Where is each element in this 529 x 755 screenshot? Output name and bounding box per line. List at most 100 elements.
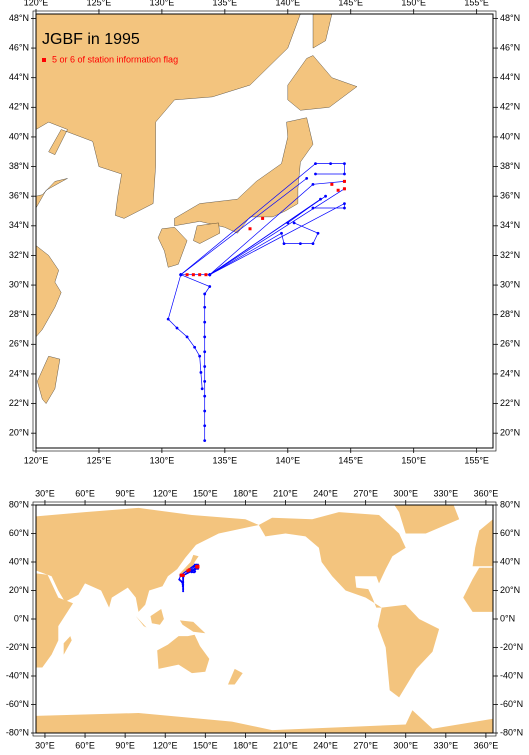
station: [203, 379, 207, 383]
land: [131, 611, 147, 628]
land: [63, 636, 72, 655]
y-tick-label: 34°N: [9, 220, 29, 230]
station: [198, 354, 202, 358]
map-frame: [35, 13, 494, 449]
station: [199, 371, 203, 374]
y-tick-label: 48°N: [9, 13, 29, 23]
y-tick-label: -60°N: [6, 699, 29, 709]
station: [316, 231, 320, 235]
land: [312, 14, 333, 49]
station: [203, 335, 207, 339]
y-tick-label: 20°N: [500, 428, 520, 438]
x-tick-label: 150°E: [193, 740, 218, 750]
x-tick-label: 360°E: [474, 740, 499, 750]
y-tick-label: 38°N: [9, 161, 29, 171]
land: [36, 14, 301, 219]
station: [343, 162, 346, 166]
station: [203, 439, 207, 442]
x-tick-label: 240°E: [313, 740, 338, 750]
station: [203, 350, 207, 354]
y-tick-label: 26°N: [500, 339, 520, 349]
station: [175, 326, 179, 330]
station: [282, 242, 286, 245]
y-tick-label: 80°N: [9, 499, 29, 509]
map-title: JGBF in 1995: [42, 31, 140, 48]
y-tick-label: 30°N: [500, 279, 520, 289]
x-tick-label: 210°E: [273, 740, 298, 750]
x-tick-label: 360°E: [474, 488, 499, 498]
station: [182, 590, 185, 593]
x-tick-label: 90°E: [115, 488, 135, 498]
flagged-station: [204, 273, 208, 277]
y-tick-label: 60°N: [500, 528, 520, 538]
y-tick-label: 40°N: [9, 556, 29, 566]
station: [324, 194, 327, 198]
land: [228, 668, 243, 685]
y-tick-label: 20°N: [9, 428, 29, 438]
station: [181, 583, 184, 586]
station: [179, 273, 183, 277]
x-tick-label: 145°E: [338, 0, 363, 7]
flagged-station: [261, 216, 265, 220]
station: [190, 571, 193, 574]
land: [36, 245, 62, 338]
x-tick-label: 60°E: [75, 488, 95, 498]
legend-swatch: [42, 58, 46, 62]
flagged-station: [330, 182, 334, 186]
x-tick-label: 330°E: [434, 740, 459, 750]
station: [311, 182, 315, 186]
y-tick-label: 80°N: [500, 499, 520, 509]
y-tick-label: 22°N: [500, 398, 520, 408]
x-tick-label: 140°E: [275, 0, 300, 7]
x-tick-label: 60°E: [75, 740, 95, 750]
station: [203, 424, 207, 428]
flagged-station: [342, 187, 346, 191]
station: [190, 569, 193, 572]
station: [182, 588, 185, 591]
station: [280, 231, 283, 235]
legend-label: 5 or 6 of station information flag: [52, 54, 178, 64]
x-tick-label: 300°E: [393, 740, 418, 750]
y-tick-label: 30°N: [9, 279, 29, 289]
x-tick-label: 125°E: [87, 455, 112, 465]
station: [298, 242, 302, 245]
land: [377, 604, 440, 698]
flagged-station: [198, 273, 202, 277]
station: [181, 582, 184, 585]
x-tick-label: 270°E: [353, 488, 378, 498]
station: [193, 345, 197, 349]
station: [329, 162, 332, 166]
x-tick-label: 150°E: [401, 0, 426, 7]
y-tick-label: 24°N: [500, 368, 520, 378]
x-tick-label: 30°E: [35, 488, 55, 498]
cruise-track: [209, 203, 345, 276]
y-tick-label: 20°N: [500, 585, 520, 595]
world-map: [36, 505, 493, 733]
cruise-track: [209, 222, 319, 276]
y-tick-label: 28°N: [9, 309, 29, 319]
land: [36, 507, 259, 612]
y-tick-label: 46°N: [500, 42, 520, 52]
x-tick-label: 155°E: [464, 0, 489, 7]
land: [472, 519, 493, 567]
y-tick-label: 0°N: [14, 613, 29, 623]
x-tick-label: 240°E: [313, 488, 338, 498]
y-tick-label: 42°N: [9, 102, 29, 112]
flagged-station: [195, 565, 199, 569]
flagged-station: [185, 273, 189, 277]
x-tick-label: 135°E: [213, 455, 238, 465]
y-tick-label: 0°N: [500, 613, 515, 623]
x-tick-label: 120°E: [24, 455, 49, 465]
x-tick-label: 135°E: [213, 0, 238, 7]
x-tick-label: 145°E: [338, 455, 363, 465]
y-tick-label: -60°N: [500, 699, 523, 709]
x-tick-label: 210°E: [273, 488, 298, 498]
station: [319, 197, 322, 201]
station: [203, 365, 207, 368]
station: [305, 177, 309, 180]
flagged-station: [181, 573, 185, 577]
station: [181, 585, 184, 588]
station: [182, 587, 185, 590]
station: [203, 394, 207, 398]
